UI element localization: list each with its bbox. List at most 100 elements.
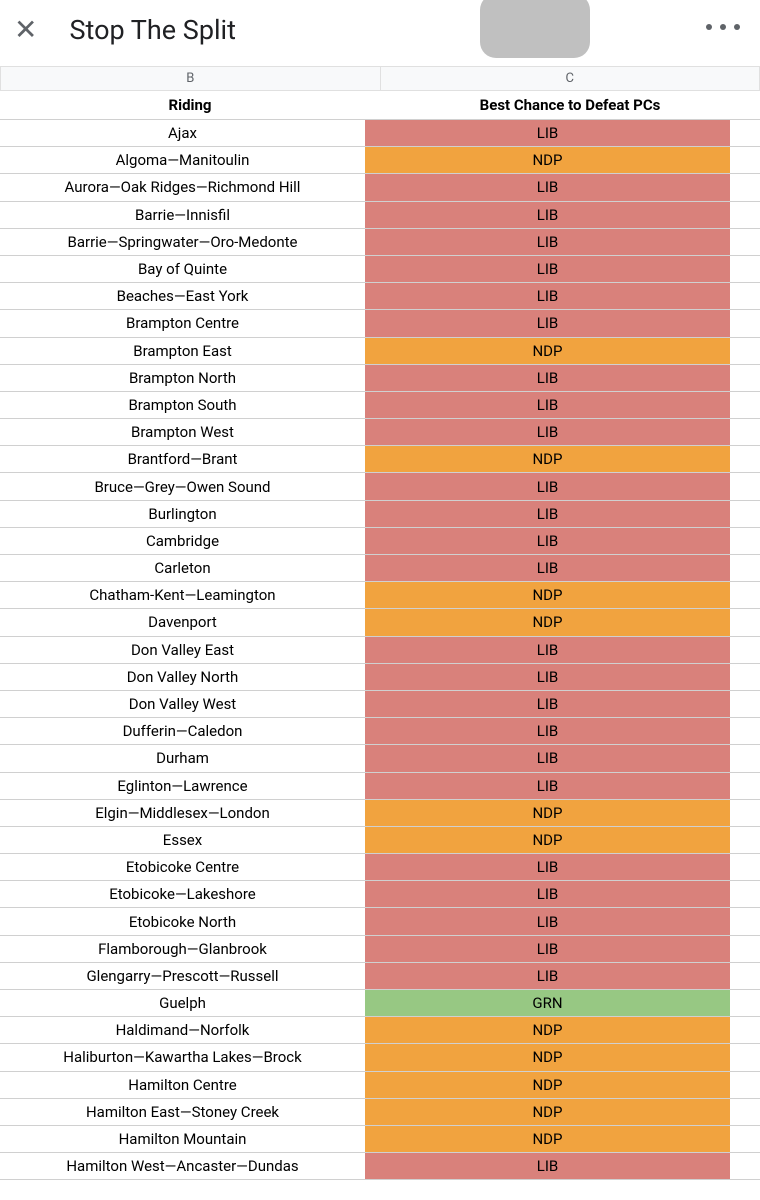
table-row[interactable]: Bruce—Grey—Owen SoundLIB xyxy=(0,473,760,500)
table-row[interactable]: Glengarry—Prescott—RussellLIB xyxy=(0,963,760,990)
riding-cell[interactable]: Burlington xyxy=(0,501,365,527)
riding-cell[interactable]: Davenport xyxy=(0,609,365,635)
table-row[interactable]: Brantford—BrantNDP xyxy=(0,446,760,473)
party-cell[interactable]: LIB xyxy=(365,310,730,336)
table-row[interactable]: Haldimand—NorfolkNDP xyxy=(0,1017,760,1044)
party-cell[interactable]: LIB xyxy=(365,229,730,255)
party-cell[interactable]: LIB xyxy=(365,881,730,907)
riding-cell[interactable]: Guelph xyxy=(0,990,365,1016)
table-row[interactable]: BurlingtonLIB xyxy=(0,501,760,528)
table-row[interactable]: Don Valley NorthLIB xyxy=(0,664,760,691)
party-cell[interactable]: GRN xyxy=(365,990,730,1016)
party-cell[interactable]: LIB xyxy=(365,637,730,663)
close-icon[interactable]: ✕ xyxy=(14,16,37,44)
table-row[interactable]: Beaches—East YorkLIB xyxy=(0,283,760,310)
party-cell[interactable]: NDP xyxy=(365,1126,730,1152)
riding-cell[interactable]: Don Valley East xyxy=(0,637,365,663)
table-row[interactable]: CarletonLIB xyxy=(0,555,760,582)
party-cell[interactable]: LIB xyxy=(365,936,730,962)
party-cell[interactable]: LIB xyxy=(365,691,730,717)
table-row[interactable]: EssexNDP xyxy=(0,827,760,854)
party-cell[interactable]: NDP xyxy=(365,338,730,364)
riding-cell[interactable]: Hamilton West—Ancaster—Dundas xyxy=(0,1153,365,1179)
riding-cell[interactable]: Cambridge xyxy=(0,528,365,554)
table-row[interactable]: Aurora—Oak Ridges—Richmond HillLIB xyxy=(0,174,760,201)
party-cell[interactable]: NDP xyxy=(365,1072,730,1098)
table-row[interactable]: Etobicoke—LakeshoreLIB xyxy=(0,881,760,908)
table-row[interactable]: Brampton WestLIB xyxy=(0,419,760,446)
party-cell[interactable]: LIB xyxy=(365,528,730,554)
riding-cell[interactable]: Essex xyxy=(0,827,365,853)
table-row[interactable]: Chatham-Kent—LeamingtonNDP xyxy=(0,582,760,609)
riding-cell[interactable]: Chatham-Kent—Leamington xyxy=(0,582,365,608)
table-row[interactable]: Barrie—InnisfilLIB xyxy=(0,202,760,229)
riding-cell[interactable]: Ajax xyxy=(0,120,365,146)
party-cell[interactable]: LIB xyxy=(365,392,730,418)
table-row[interactable]: Elgin—Middlesex—LondonNDP xyxy=(0,800,760,827)
table-row[interactable]: GuelphGRN xyxy=(0,990,760,1017)
riding-cell[interactable]: Algoma—Manitoulin xyxy=(0,147,365,173)
riding-cell[interactable]: Eglinton—Lawrence xyxy=(0,773,365,799)
table-row[interactable]: Brampton EastNDP xyxy=(0,338,760,365)
riding-cell[interactable]: Elgin—Middlesex—London xyxy=(0,800,365,826)
table-row[interactable]: DurhamLIB xyxy=(0,745,760,772)
riding-cell[interactable]: Brampton Centre xyxy=(0,310,365,336)
party-cell[interactable]: LIB xyxy=(365,1153,730,1179)
table-row[interactable]: DavenportNDP xyxy=(0,609,760,636)
table-row[interactable]: Don Valley EastLIB xyxy=(0,637,760,664)
table-row[interactable]: Hamilton CentreNDP xyxy=(0,1072,760,1099)
party-cell[interactable]: LIB xyxy=(365,963,730,989)
party-cell[interactable]: NDP xyxy=(365,827,730,853)
riding-cell[interactable]: Etobicoke Centre xyxy=(0,854,365,880)
party-cell[interactable]: LIB xyxy=(365,854,730,880)
riding-cell[interactable]: Haliburton—Kawartha Lakes—Brock xyxy=(0,1044,365,1070)
riding-cell[interactable]: Brampton North xyxy=(0,365,365,391)
table-row[interactable]: Dufferin—CaledonLIB xyxy=(0,718,760,745)
riding-cell[interactable]: Barrie—Innisfil xyxy=(0,202,365,228)
riding-cell[interactable]: Don Valley North xyxy=(0,664,365,690)
table-row[interactable]: Brampton SouthLIB xyxy=(0,392,760,419)
party-cell[interactable]: LIB xyxy=(365,473,730,499)
riding-cell[interactable]: Barrie—Springwater—Oro-Medonte xyxy=(0,229,365,255)
table-row[interactable]: Haliburton—Kawartha Lakes—BrockNDP xyxy=(0,1044,760,1071)
header-best-chance[interactable]: Best Chance to Defeat PCs xyxy=(380,91,760,119)
party-cell[interactable]: LIB xyxy=(365,718,730,744)
party-cell[interactable]: LIB xyxy=(365,664,730,690)
riding-cell[interactable]: Don Valley West xyxy=(0,691,365,717)
riding-cell[interactable]: Brampton West xyxy=(0,419,365,445)
table-row[interactable]: Bay of QuinteLIB xyxy=(0,256,760,283)
table-row[interactable]: Etobicoke CentreLIB xyxy=(0,854,760,881)
table-row[interactable]: Hamilton East—Stoney CreekNDP xyxy=(0,1099,760,1126)
riding-cell[interactable]: Bruce—Grey—Owen Sound xyxy=(0,473,365,499)
riding-cell[interactable]: Haldimand—Norfolk xyxy=(0,1017,365,1043)
riding-cell[interactable]: Aurora—Oak Ridges—Richmond Hill xyxy=(0,174,365,200)
party-cell[interactable]: NDP xyxy=(365,1044,730,1070)
party-cell[interactable]: LIB xyxy=(365,908,730,934)
party-cell[interactable]: NDP xyxy=(365,1099,730,1125)
party-cell[interactable]: LIB xyxy=(365,501,730,527)
riding-cell[interactable]: Carleton xyxy=(0,555,365,581)
party-cell[interactable]: LIB xyxy=(365,174,730,200)
riding-cell[interactable]: Brantford—Brant xyxy=(0,446,365,472)
party-cell[interactable]: LIB xyxy=(365,283,730,309)
party-cell[interactable]: NDP xyxy=(365,582,730,608)
riding-cell[interactable]: Durham xyxy=(0,745,365,771)
table-row[interactable]: Etobicoke NorthLIB xyxy=(0,908,760,935)
column-letter-c[interactable]: C xyxy=(381,67,760,90)
party-cell[interactable]: NDP xyxy=(365,609,730,635)
party-cell[interactable]: LIB xyxy=(365,555,730,581)
table-row[interactable]: Don Valley WestLIB xyxy=(0,691,760,718)
party-cell[interactable]: NDP xyxy=(365,147,730,173)
party-cell[interactable]: LIB xyxy=(365,120,730,146)
more-icon[interactable] xyxy=(706,24,740,30)
table-row[interactable]: Hamilton MountainNDP xyxy=(0,1126,760,1153)
party-cell[interactable]: NDP xyxy=(365,800,730,826)
riding-cell[interactable]: Hamilton Centre xyxy=(0,1072,365,1098)
table-row[interactable]: Hamilton West—Ancaster—DundasLIB xyxy=(0,1153,760,1180)
table-row[interactable]: Flamborough—GlanbrookLIB xyxy=(0,936,760,963)
riding-cell[interactable]: Brampton South xyxy=(0,392,365,418)
party-cell[interactable]: NDP xyxy=(365,446,730,472)
table-row[interactable]: Barrie—Springwater—Oro-MedonteLIB xyxy=(0,229,760,256)
riding-cell[interactable]: Beaches—East York xyxy=(0,283,365,309)
riding-cell[interactable]: Etobicoke North xyxy=(0,908,365,934)
